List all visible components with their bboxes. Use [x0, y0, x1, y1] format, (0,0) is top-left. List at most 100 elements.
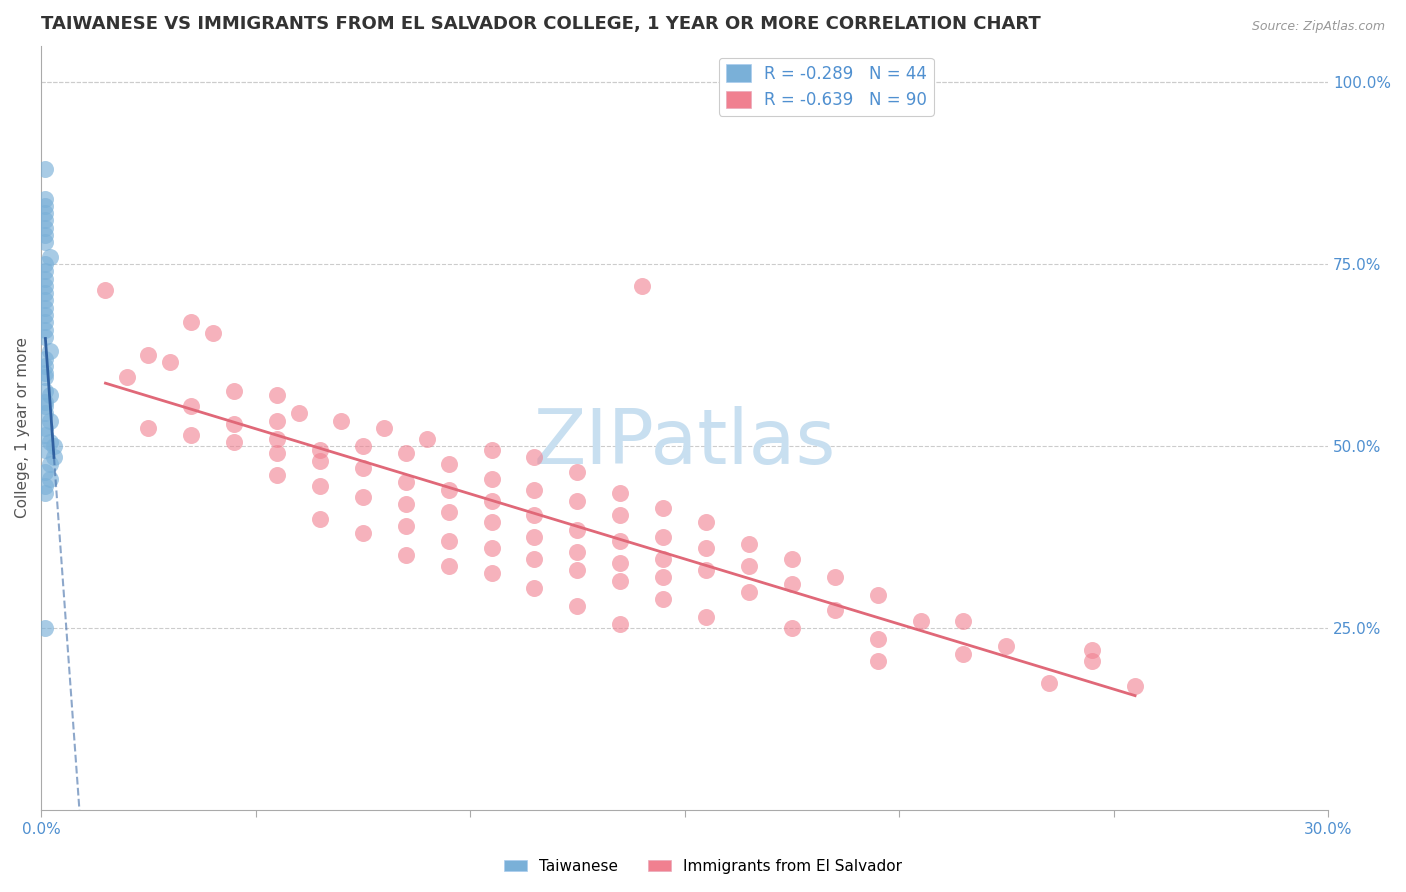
Point	[609, 486, 631, 500]
Point	[395, 497, 418, 511]
Text: ZIPatlas: ZIPatlas	[533, 406, 835, 480]
Legend: Taiwanese, Immigrants from El Salvador: Taiwanese, Immigrants from El Salvador	[498, 853, 908, 880]
Point	[38, 435, 60, 450]
Point	[523, 450, 546, 464]
Point	[34, 235, 56, 250]
Point	[42, 439, 65, 453]
Point	[34, 213, 56, 227]
Point	[738, 537, 761, 551]
Point	[652, 591, 675, 606]
Point	[34, 315, 56, 329]
Point	[437, 483, 460, 497]
Point	[34, 442, 56, 457]
Point	[224, 417, 246, 432]
Point	[34, 220, 56, 235]
Point	[952, 614, 974, 628]
Point	[352, 461, 374, 475]
Point	[910, 614, 932, 628]
Point	[395, 446, 418, 460]
Point	[34, 330, 56, 344]
Point	[523, 530, 546, 544]
Point	[567, 493, 589, 508]
Point	[395, 475, 418, 490]
Point	[567, 523, 589, 537]
Point	[523, 508, 546, 523]
Point	[34, 264, 56, 278]
Point	[695, 516, 717, 530]
Point	[180, 315, 202, 329]
Point	[567, 599, 589, 614]
Point	[1123, 679, 1146, 693]
Point	[481, 541, 503, 555]
Point	[34, 351, 56, 366]
Point	[630, 279, 652, 293]
Point	[609, 617, 631, 632]
Point	[481, 442, 503, 457]
Point	[266, 388, 288, 402]
Point	[523, 483, 546, 497]
Point	[38, 414, 60, 428]
Point	[1081, 654, 1104, 668]
Point	[609, 574, 631, 588]
Point	[567, 465, 589, 479]
Point	[34, 359, 56, 373]
Point	[952, 647, 974, 661]
Point	[34, 384, 56, 399]
Point	[309, 453, 332, 467]
Point	[34, 279, 56, 293]
Point	[34, 322, 56, 336]
Point	[395, 519, 418, 533]
Point	[38, 250, 60, 264]
Point	[34, 428, 56, 442]
Point	[695, 563, 717, 577]
Point	[780, 621, 803, 635]
Point	[38, 457, 60, 471]
Point	[42, 450, 65, 464]
Point	[309, 479, 332, 493]
Point	[34, 227, 56, 242]
Point	[437, 559, 460, 574]
Point	[330, 414, 353, 428]
Point	[34, 192, 56, 206]
Point	[34, 370, 56, 384]
Point	[695, 610, 717, 624]
Point	[34, 399, 56, 413]
Point	[34, 421, 56, 435]
Point	[995, 640, 1018, 654]
Point	[437, 457, 460, 471]
Point	[780, 552, 803, 566]
Point	[266, 432, 288, 446]
Point	[866, 654, 889, 668]
Point	[287, 406, 309, 420]
Point	[567, 544, 589, 558]
Point	[373, 421, 395, 435]
Point	[309, 512, 332, 526]
Point	[481, 472, 503, 486]
Point	[352, 439, 374, 453]
Y-axis label: College, 1 year or more: College, 1 year or more	[15, 337, 30, 518]
Point	[309, 442, 332, 457]
Point	[866, 588, 889, 602]
Point	[609, 508, 631, 523]
Point	[652, 530, 675, 544]
Point	[34, 308, 56, 322]
Point	[266, 446, 288, 460]
Point	[38, 472, 60, 486]
Point	[34, 271, 56, 285]
Point	[824, 570, 846, 584]
Point	[115, 370, 138, 384]
Point	[437, 533, 460, 548]
Point	[652, 500, 675, 515]
Point	[481, 566, 503, 581]
Point	[395, 548, 418, 562]
Point	[180, 428, 202, 442]
Text: TAIWANESE VS IMMIGRANTS FROM EL SALVADOR COLLEGE, 1 YEAR OR MORE CORRELATION CHA: TAIWANESE VS IMMIGRANTS FROM EL SALVADOR…	[41, 15, 1040, 33]
Point	[609, 533, 631, 548]
Point	[352, 526, 374, 541]
Point	[266, 468, 288, 483]
Point	[352, 490, 374, 504]
Point	[38, 388, 60, 402]
Point	[34, 465, 56, 479]
Point	[180, 399, 202, 413]
Point	[567, 563, 589, 577]
